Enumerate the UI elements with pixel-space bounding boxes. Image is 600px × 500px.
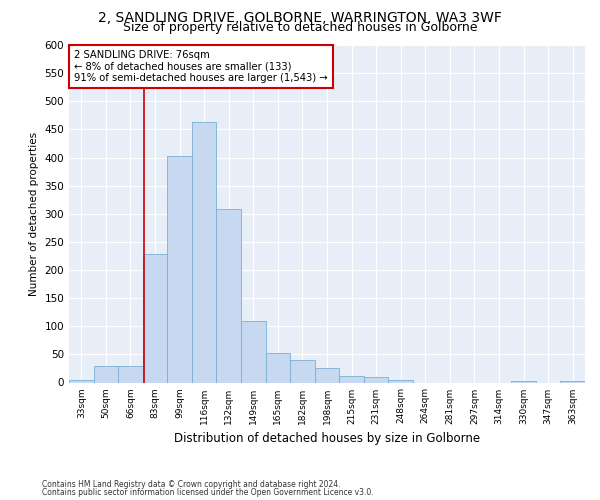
- Bar: [241, 320, 266, 382]
- Bar: [192, 122, 217, 382]
- Text: 2 SANDLING DRIVE: 76sqm
← 8% of detached houses are smaller (133)
91% of semi-de: 2 SANDLING DRIVE: 76sqm ← 8% of detached…: [74, 50, 328, 84]
- Bar: [94, 366, 118, 382]
- Bar: [364, 377, 388, 382]
- Bar: [266, 352, 290, 382]
- Bar: [118, 366, 143, 382]
- Bar: [290, 360, 315, 382]
- Bar: [388, 380, 413, 382]
- Text: 2, SANDLING DRIVE, GOLBORNE, WARRINGTON, WA3 3WF: 2, SANDLING DRIVE, GOLBORNE, WARRINGTON,…: [98, 11, 502, 25]
- Bar: [143, 254, 167, 382]
- Text: Contains HM Land Registry data © Crown copyright and database right 2024.: Contains HM Land Registry data © Crown c…: [42, 480, 341, 489]
- Text: Size of property relative to detached houses in Golborne: Size of property relative to detached ho…: [123, 22, 477, 35]
- Bar: [167, 156, 192, 382]
- Bar: [217, 209, 241, 382]
- Text: Contains public sector information licensed under the Open Government Licence v3: Contains public sector information licen…: [42, 488, 374, 497]
- Bar: [69, 380, 94, 382]
- Bar: [339, 376, 364, 382]
- Bar: [315, 368, 339, 382]
- X-axis label: Distribution of detached houses by size in Golborne: Distribution of detached houses by size …: [174, 432, 480, 445]
- Y-axis label: Number of detached properties: Number of detached properties: [29, 132, 39, 296]
